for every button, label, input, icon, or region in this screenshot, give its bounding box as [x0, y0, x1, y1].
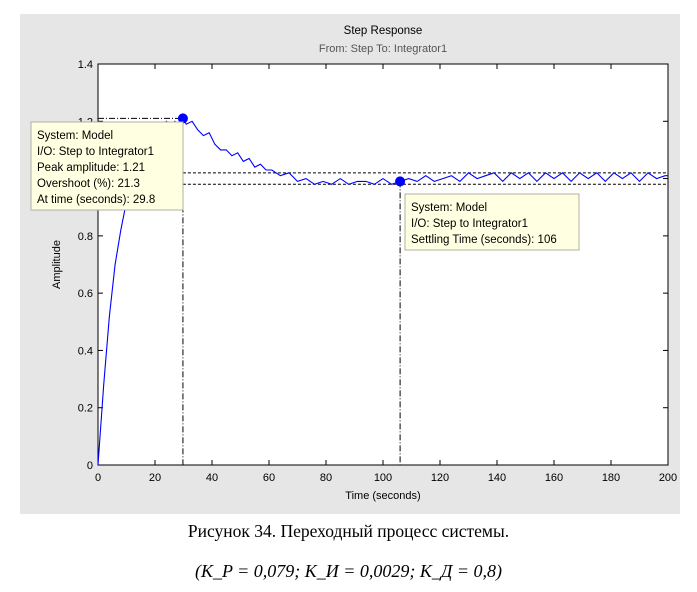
x-axis-label: Time (seconds) [345, 490, 420, 502]
peak-tooltip-line: System: Model [37, 130, 113, 142]
settling-marker [395, 176, 406, 187]
x-tick-label: 200 [659, 472, 677, 484]
x-tick-label: 100 [374, 472, 392, 484]
peak-tooltip-box [30, 121, 184, 211]
step-response-chart: Step Response From: Step To: Integrator1 0… [30, 25, 677, 502]
settling-tooltip-line: Settling Time (seconds): 106 [411, 234, 557, 246]
coefficients-formula: (K_P = 0,079; K_И = 0,0029; K_Д = 0,8) [194, 561, 503, 581]
peak-tooltip-line: Overshoot (%): 21.3 [37, 178, 140, 190]
y-tick-label: 1.4 [78, 59, 93, 71]
y-axis-label: Amplitude [51, 240, 63, 289]
peak-tooltip-line: Peak amplitude: 1.21 [37, 162, 145, 174]
settling-tooltip-line: I/O: Step to Integrator1 [411, 218, 528, 230]
plot-area [97, 63, 669, 466]
x-tick-label: 80 [320, 472, 332, 484]
peak-tooltip-line: At time (seconds): 29.8 [37, 194, 155, 206]
peak-marker [177, 113, 188, 124]
x-tick-label: 60 [263, 472, 275, 484]
settling-tooltip-line: System: Model [411, 202, 487, 214]
settling-tooltip: System: Model I/O: Step to Integrator1 Set… [404, 193, 580, 251]
x-tick-label: 120 [431, 472, 449, 484]
x-tick-label: 0 [95, 472, 101, 484]
y-tick-label: 0.4 [78, 345, 93, 357]
peak-tooltip: System: Model I/O: Step to Integrator1 Pea… [30, 121, 184, 211]
x-tick-label: 40 [206, 472, 218, 484]
figure-caption: Рисунок 34. Переходный процесс системы. [187, 521, 510, 541]
y-tick-label: 0.2 [78, 403, 93, 415]
chart-subtitle: From: Step To: Integrator1 [319, 43, 447, 55]
x-tick-label: 160 [545, 472, 563, 484]
x-tick-label: 140 [488, 472, 506, 484]
x-tick-label: 180 [602, 472, 620, 484]
chart-title: Step Response [344, 25, 423, 37]
y-tick-label: 0.8 [78, 231, 93, 243]
settling-tooltip-box [404, 193, 580, 251]
x-tick-label: 20 [149, 472, 161, 484]
peak-tooltip-line: I/O: Step to Integrator1 [37, 146, 154, 158]
y-tick-label: 0 [87, 460, 93, 472]
figure-window: Step Response From: Step To: Integrator1 0… [20, 14, 680, 514]
y-tick-label: 0.6 [78, 288, 93, 300]
